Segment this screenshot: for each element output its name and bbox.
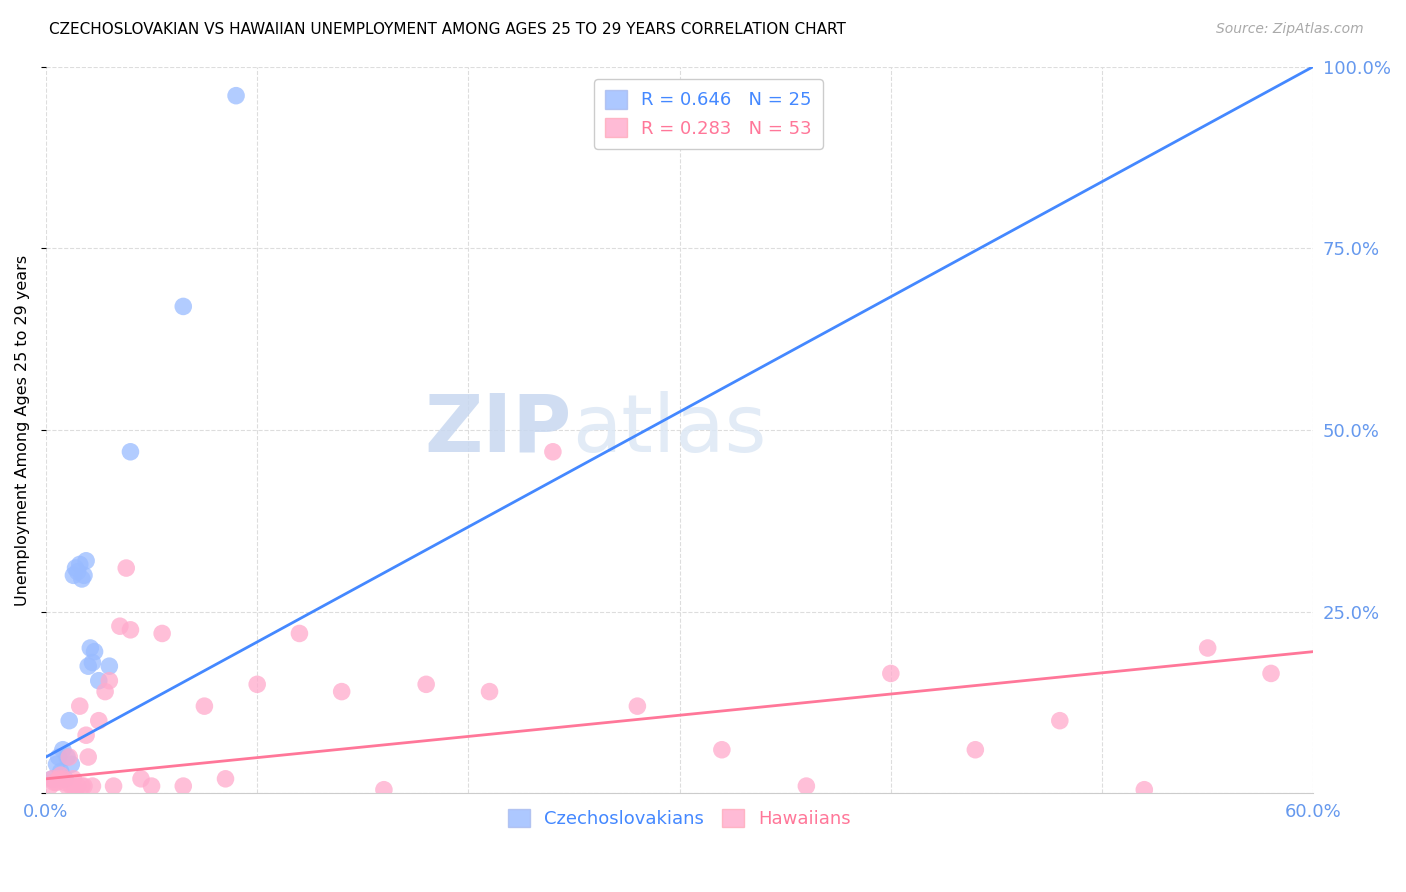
Point [1197,640,1219,655]
Point [66,779,89,793]
Point [62,772,84,786]
Point [56,779,79,793]
Point [52,743,75,757]
Point [373,782,395,797]
Point [49,764,72,779]
Point [52,772,75,786]
Point [44,775,66,789]
Point [48,772,70,786]
Point [1260,666,1282,681]
Point [87,714,110,728]
Point [129,772,152,786]
Point [53,772,76,786]
Point [70,572,93,586]
Y-axis label: Unemployment Among Ages 25 to 29 years: Unemployment Among Ages 25 to 29 years [15,254,30,606]
Point [1133,782,1156,797]
Point [69,699,91,714]
Point [73,568,96,582]
Point [65,782,87,797]
Text: Source: ZipAtlas.com: Source: ZipAtlas.com [1216,22,1364,37]
Point [1049,714,1071,728]
Point [75,728,97,742]
Point [70,779,93,793]
Point [82,779,104,793]
Point [39,779,62,793]
Point [108,619,131,633]
Point [41,772,63,786]
Point [710,743,733,757]
Point [172,779,194,793]
Point [330,684,353,698]
Point [120,444,142,458]
Point [58,714,80,728]
Point [214,772,236,786]
Point [478,684,501,698]
Point [56,750,79,764]
Point [172,300,194,314]
Point [103,779,125,793]
Point [45,775,67,789]
Point [626,699,648,714]
Point [94,684,117,698]
Point [79,640,101,655]
Text: atlas: atlas [572,391,766,469]
Point [45,757,67,772]
Point [115,561,138,575]
Point [73,779,96,793]
Point [141,779,163,793]
Point [75,554,97,568]
Point [415,677,437,691]
Point [82,656,104,670]
Point [98,659,121,673]
Point [98,673,121,688]
Text: CZECHOSLOVAKIAN VS HAWAIIAN UNEMPLOYMENT AMONG AGES 25 TO 29 YEARS CORRELATION C: CZECHOSLOVAKIAN VS HAWAIIAN UNEMPLOYMENT… [49,22,846,37]
Point [53,775,76,789]
Point [77,659,100,673]
Point [83,645,105,659]
Point [965,743,987,757]
Point [120,623,142,637]
Point [69,558,91,572]
Point [48,750,70,764]
Point [541,444,564,458]
Point [65,561,87,575]
Point [62,568,84,582]
Point [87,673,110,688]
Point [193,699,215,714]
Point [66,565,89,579]
Point [77,750,100,764]
Point [60,779,83,793]
Point [880,666,903,681]
Point [150,626,173,640]
Point [41,772,63,786]
Point [225,88,247,103]
Point [796,779,818,793]
Point [246,677,269,691]
Point [60,757,83,772]
Point [49,768,72,782]
Text: ZIP: ZIP [425,391,572,469]
Point [58,750,80,764]
Point [288,626,311,640]
Legend: Czechoslovakians, Hawaiians: Czechoslovakians, Hawaiians [501,801,858,835]
